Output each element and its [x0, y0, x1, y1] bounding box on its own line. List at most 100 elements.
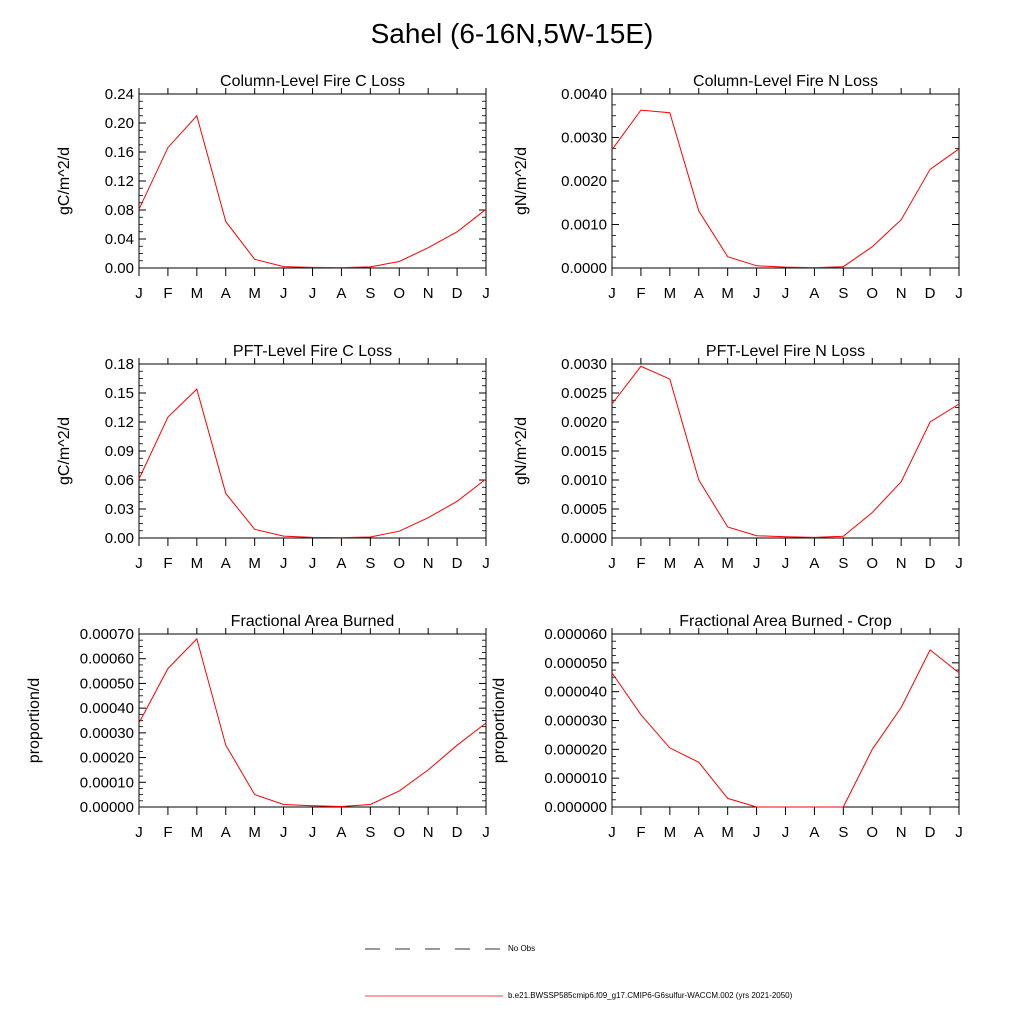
- x-tick-label: S: [365, 555, 375, 572]
- x-tick-label: A: [221, 555, 231, 572]
- y-tick-label: 0.00060: [80, 651, 134, 668]
- y-axis-label: gN/m^2/d: [513, 147, 530, 215]
- plot-frame: [138, 93, 487, 269]
- legend-obs-label: No Obs: [508, 944, 536, 953]
- x-tick-label: J: [309, 285, 317, 302]
- y-tick-label: 0.000030: [544, 713, 607, 730]
- y-tick-label: 0.000060: [544, 626, 607, 643]
- y-tick-label: 0.000010: [544, 770, 607, 787]
- chart-panel-4: PFT-Level Fire N Loss gN/m^2/d 0.0000 0.000…: [513, 343, 963, 572]
- x-tick-label: S: [838, 824, 848, 841]
- x-tick-label: A: [336, 824, 346, 841]
- x-tick-label: J: [482, 555, 490, 572]
- x-tick-label: A: [221, 285, 231, 302]
- x-tick-label: J: [482, 824, 490, 841]
- x-tick-label: D: [925, 555, 936, 572]
- y-tick-label: 0.12: [105, 414, 134, 431]
- y-tick-label: 0.00020: [80, 750, 134, 767]
- y-tick-label: 0.0010: [561, 217, 607, 234]
- plot-frame: [138, 633, 487, 808]
- y-tick-label: 0.0010: [561, 472, 607, 489]
- y-tick-label: 0.18: [105, 356, 134, 373]
- y-tick-label: 0.24: [105, 86, 134, 103]
- y-tick-label: 0.000050: [544, 655, 607, 672]
- panel-title: PFT-Level Fire C Loss: [233, 343, 392, 360]
- x-tick-label: N: [896, 285, 907, 302]
- x-tick-label: J: [280, 824, 288, 841]
- panel-title: Fractional Area Burned: [231, 613, 395, 630]
- y-tick-label: 0.04: [105, 231, 134, 248]
- series-line: [138, 388, 487, 539]
- x-tick-label: S: [365, 285, 375, 302]
- x-tick-label: F: [163, 285, 172, 302]
- x-tick-label: J: [753, 285, 761, 302]
- plot-frame: [611, 93, 960, 269]
- plot-frame: [138, 363, 487, 539]
- y-tick-label: 0.0020: [561, 173, 607, 190]
- x-tick-label: F: [163, 824, 172, 841]
- y-tick-label: 0.20: [105, 115, 134, 132]
- y-tick-label: 0.08: [105, 202, 134, 219]
- y-tick-label: 0.00030: [80, 725, 134, 742]
- x-tick-label: J: [782, 285, 790, 302]
- y-tick-label: 0.00010: [80, 774, 134, 791]
- y-axis-label: proportion/d: [491, 678, 508, 763]
- x-tick-label: A: [809, 824, 819, 841]
- series-line: [611, 365, 960, 538]
- plot-frame: [611, 633, 960, 808]
- x-tick-label: D: [452, 824, 463, 841]
- y-tick-label: 0.0030: [561, 356, 607, 373]
- x-tick-label: M: [191, 824, 204, 841]
- x-tick-label: A: [809, 555, 819, 572]
- plot-frame: [611, 363, 960, 539]
- x-tick-label: S: [838, 285, 848, 302]
- series-line: [138, 114, 487, 269]
- x-tick-label: J: [608, 555, 616, 572]
- x-tick-label: M: [664, 824, 677, 841]
- y-tick-label: 0.09: [105, 443, 134, 460]
- x-tick-label: S: [838, 555, 848, 572]
- x-tick-label: F: [636, 285, 645, 302]
- y-tick-label: 0.0040: [561, 86, 607, 103]
- y-tick-label: 0.00050: [80, 675, 134, 692]
- x-tick-label: M: [721, 824, 734, 841]
- x-tick-label: N: [423, 285, 434, 302]
- panel-title: Column-Level Fire C Loss: [220, 73, 405, 90]
- x-tick-label: D: [452, 285, 463, 302]
- x-tick-label: M: [248, 285, 261, 302]
- x-tick-label: N: [896, 555, 907, 572]
- x-tick-label: S: [365, 824, 375, 841]
- x-tick-label: F: [163, 555, 172, 572]
- x-tick-label: J: [782, 824, 790, 841]
- y-tick-label: 0.0015: [561, 443, 607, 460]
- y-tick-label: 0.0005: [561, 501, 607, 518]
- x-tick-label: O: [866, 824, 878, 841]
- x-tick-label: J: [309, 824, 317, 841]
- y-tick-label: 0.06: [105, 472, 134, 489]
- y-tick-label: 0.0025: [561, 385, 607, 402]
- y-tick-label: 0.0020: [561, 414, 607, 431]
- y-tick-label: 0.0000: [561, 530, 607, 547]
- y-tick-label: 0.000000: [544, 799, 607, 816]
- x-tick-label: J: [135, 824, 143, 841]
- x-tick-label: M: [721, 555, 734, 572]
- x-tick-label: J: [955, 285, 963, 302]
- x-tick-label: A: [694, 824, 704, 841]
- y-tick-label: 0.00000: [80, 799, 134, 816]
- x-tick-label: J: [608, 824, 616, 841]
- y-tick-label: 0.00: [105, 260, 134, 277]
- y-tick-label: 0.0000: [561, 260, 607, 277]
- y-axis-label: gC/m^2/d: [56, 417, 73, 485]
- x-tick-label: D: [925, 824, 936, 841]
- x-tick-label: O: [393, 555, 405, 572]
- x-tick-label: A: [809, 285, 819, 302]
- y-tick-label: 0.12: [105, 173, 134, 190]
- x-tick-label: O: [393, 824, 405, 841]
- y-axis-label: gC/m^2/d: [56, 147, 73, 215]
- x-tick-label: F: [636, 555, 645, 572]
- y-axis-label: proportion/d: [26, 678, 43, 763]
- y-tick-label: 0.00040: [80, 700, 134, 717]
- x-tick-label: M: [248, 824, 261, 841]
- chart-panel-1: Column-Level Fire C Loss gC/m^2/d 0.00 0.04…: [56, 73, 490, 302]
- x-tick-label: J: [135, 285, 143, 302]
